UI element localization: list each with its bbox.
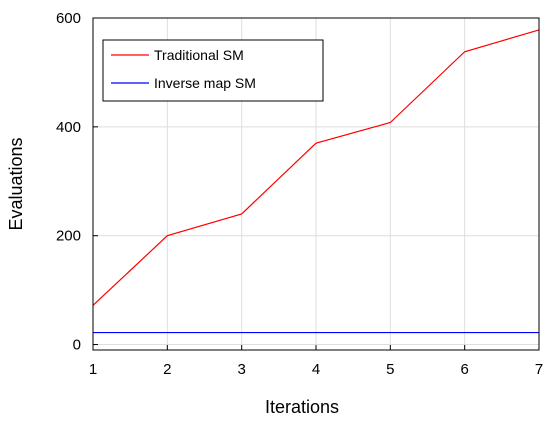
y-tick-label: 0 — [73, 337, 81, 354]
x-tick-label: 6 — [460, 361, 468, 378]
x-tick-label: 3 — [237, 361, 245, 378]
legend-label: Inverse map SM — [154, 75, 256, 91]
x-axis-ticks: 1 2 3 4 5 6 7 — [89, 345, 543, 378]
y-tick-label: 400 — [56, 119, 81, 136]
legend-box — [102, 39, 324, 102]
series-group — [92, 29, 540, 334]
y-tick-label: 600 — [56, 10, 81, 27]
y-axis-title: Evaluations — [6, 137, 26, 230]
y-tick-label: 200 — [56, 228, 81, 245]
series-line-1 — [92, 29, 540, 306]
x-tick-label: 2 — [163, 361, 171, 378]
legend-label: Traditional SM — [154, 47, 244, 63]
x-tick-label: 5 — [386, 361, 394, 378]
x-tick-label: 7 — [535, 361, 543, 378]
x-axis-title: Iterations — [265, 397, 339, 417]
x-tick-label: 1 — [89, 361, 97, 378]
y-axis-ticks: 0 200 400 600 — [56, 10, 98, 354]
legend: Traditional SM Inverse map SM — [102, 39, 324, 102]
x-tick-label: 4 — [312, 361, 320, 378]
